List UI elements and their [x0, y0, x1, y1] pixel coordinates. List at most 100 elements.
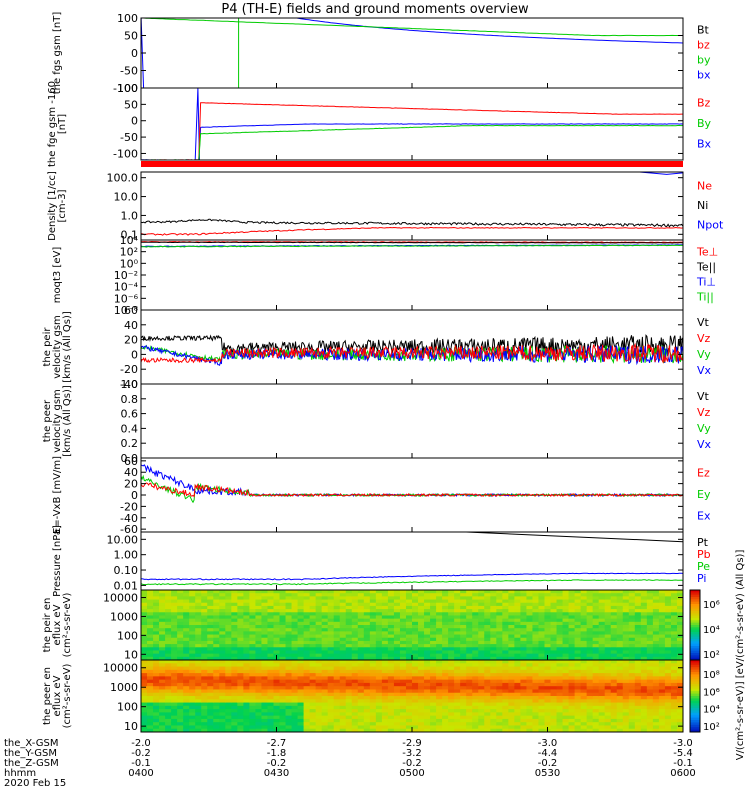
spectrogram-cell	[616, 609, 624, 613]
spectrogram-cell	[159, 715, 166, 720]
spectrogram-cell	[568, 621, 576, 626]
spectrogram-cell	[375, 686, 383, 691]
spectrogram-cell	[339, 666, 347, 671]
spectrogram-cell	[381, 686, 389, 691]
spectrogram-cell	[261, 725, 269, 730]
spectrogram-cell	[363, 625, 371, 629]
footer-value: 0400	[128, 768, 154, 779]
spectrogram-cell	[255, 699, 263, 704]
spectrogram-cell	[652, 656, 660, 660]
spectrogram-cell	[430, 705, 437, 710]
spectrogram-cell	[460, 682, 467, 687]
spectrogram-cell	[171, 621, 178, 626]
spectrogram-cell	[213, 590, 220, 594]
panel-peirvel-ylabel: the peir	[42, 327, 53, 367]
spectrogram-cell	[147, 722, 154, 727]
spectrogram-cell	[472, 644, 479, 648]
spectrogram-cell	[231, 718, 238, 723]
spectrogram-cell	[363, 676, 371, 681]
spectrogram-cell	[490, 692, 497, 697]
spectrogram-cell	[442, 718, 449, 723]
spectrogram-cell	[646, 644, 654, 648]
spectrogram-cell	[424, 612, 431, 617]
spectrogram-cell	[219, 628, 226, 632]
spectrogram-cell	[339, 599, 347, 604]
spectrogram-cell	[141, 696, 148, 700]
spectrogram-cell	[237, 699, 244, 704]
spectrogram-cell	[225, 615, 232, 620]
spectrogram-cell	[243, 663, 250, 668]
spectrogram-cell	[309, 647, 317, 652]
spectrogram-cell	[412, 631, 419, 636]
spectrogram-cell	[381, 631, 389, 636]
spectrogram-cell	[255, 596, 263, 601]
spectrogram-cell	[309, 634, 317, 639]
spectrogram-cell	[357, 612, 365, 617]
panel-density-ytick-label: 0.1	[121, 228, 139, 241]
spectrogram-cell	[207, 590, 214, 594]
spectrogram-cell	[460, 634, 467, 639]
spectrogram-cell	[363, 689, 371, 694]
spectrogram-cell	[586, 712, 594, 717]
spectrogram-cell	[183, 715, 190, 720]
spectrogram-cell	[592, 631, 600, 636]
peirvel-vt-line	[141, 334, 683, 356]
spectrogram-cell	[574, 673, 582, 677]
spectrogram-cell	[339, 621, 347, 626]
spectrogram-cell	[430, 689, 437, 694]
spectrogram-cell	[556, 656, 564, 660]
spectrogram-cell	[309, 621, 317, 626]
spectrogram-cell	[369, 715, 377, 720]
spectrogram-cell	[339, 709, 347, 713]
spectrogram-cell	[339, 605, 347, 610]
spectrogram-cell	[375, 682, 383, 687]
spectrogram-cell	[448, 634, 455, 639]
spectrogram-cell	[592, 673, 600, 677]
spectrogram-cell	[496, 599, 503, 604]
spectrogram-cell	[279, 637, 287, 642]
spectrogram-cell	[490, 599, 497, 604]
spectrogram-cell	[514, 656, 521, 660]
spectrogram-cell	[153, 696, 160, 700]
spectrogram-cell	[616, 631, 624, 636]
spectrogram-cell	[592, 682, 600, 687]
spectrogram-cell	[327, 660, 335, 664]
spectrogram-cell	[195, 605, 202, 610]
spectrogram-cell	[526, 644, 534, 648]
spectrogram-cell	[610, 666, 618, 671]
spectrogram-cell	[586, 625, 594, 629]
spectrogram-cell	[369, 631, 377, 636]
colorbar-segment	[690, 676, 700, 680]
spectrogram-cell	[622, 679, 630, 684]
spectrogram-cell	[381, 602, 389, 607]
spectrogram-cell	[387, 615, 395, 620]
spectrogram-cell	[249, 602, 257, 607]
spectrogram-cell	[532, 602, 540, 607]
spectrogram-cell	[225, 712, 232, 717]
spectrogram-cell	[153, 618, 160, 623]
panel-density-frame	[140, 171, 684, 241]
spectrogram-cell	[658, 682, 666, 687]
spectrogram-cell	[399, 682, 407, 687]
spectrogram-cell	[436, 712, 443, 717]
spectrogram-cell	[574, 640, 582, 645]
spectrogram-cell	[652, 705, 660, 710]
spectrogram-cell	[309, 644, 317, 648]
spectrogram-cell	[387, 725, 395, 730]
spectrogram-cell	[526, 656, 534, 660]
spectrogram-cell	[562, 699, 570, 704]
spectrogram-cell	[484, 663, 491, 668]
colorbar-segment	[690, 667, 700, 671]
spectrogram-cell	[399, 653, 407, 658]
spectrogram-cell	[616, 702, 624, 707]
spectrogram-cell	[291, 618, 299, 623]
spectrogram-cell	[562, 634, 570, 639]
spectrogram-cell	[448, 712, 455, 717]
spectrogram-cell	[297, 628, 305, 632]
spectrogram-cell	[225, 625, 232, 629]
spectrogram-cell	[327, 640, 335, 645]
spectrogram-cell	[297, 625, 305, 629]
spectrogram-cell	[538, 709, 546, 713]
spectrogram-cell	[472, 725, 479, 730]
spectrogram-cell	[153, 669, 160, 674]
